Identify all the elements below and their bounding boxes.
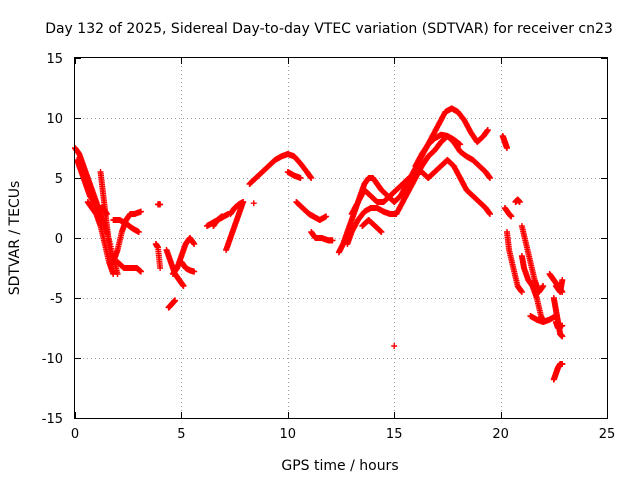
data-point [329, 237, 336, 244]
y-axis-label: SDTVAR / TECUs [7, 181, 23, 296]
data-point [297, 175, 304, 181]
x-axis-label: GPS time / hours [281, 458, 398, 474]
plot-frame [74, 57, 608, 419]
y-tick-label: 5 [55, 172, 63, 187]
y-tick-label: -10 [42, 352, 63, 367]
data-point [486, 175, 493, 181]
grid [75, 58, 607, 418]
data-point [180, 283, 187, 289]
data-point [250, 200, 257, 207]
data-point [559, 322, 566, 329]
data-point [486, 211, 493, 217]
x-tick-label: 0 [71, 427, 79, 442]
data-point [323, 213, 330, 220]
x-tick-label: 5 [177, 427, 185, 442]
chart-title: Day 132 of 2025, Sidereal Day-to-day VTE… [45, 21, 613, 37]
data-point [137, 208, 144, 215]
data-point [157, 265, 164, 271]
x-tick-label: 20 [492, 427, 509, 442]
y-tick-label: 10 [46, 112, 63, 127]
data-point [516, 199, 523, 205]
x-tick-label: 15 [386, 427, 403, 442]
data-point [503, 145, 510, 151]
y-tick-label: -5 [50, 292, 63, 307]
data-point [559, 277, 566, 283]
data-point [484, 127, 491, 133]
x-tick-label: 10 [280, 427, 297, 442]
y-tick-label: -15 [42, 412, 63, 427]
y-tick-label: 0 [55, 232, 63, 247]
data-point [308, 175, 315, 181]
data-point [559, 361, 566, 367]
data-point [240, 199, 247, 205]
data-point [110, 271, 117, 277]
data-point [191, 268, 198, 275]
data-point [508, 213, 515, 220]
data-point [191, 241, 198, 247]
data-point [157, 201, 164, 208]
x-tick-label: 25 [599, 427, 616, 442]
data-point [218, 213, 225, 220]
data-point [540, 283, 547, 289]
data-point [559, 333, 566, 340]
data-point [378, 229, 385, 235]
data-point [518, 289, 525, 295]
data-point [172, 297, 179, 304]
axis-ticks: 0 5 10 15 20 25 -15 -10 -5 0 5 10 15 [42, 52, 616, 442]
data-point [457, 141, 464, 148]
data-point [137, 268, 144, 275]
data-point [391, 343, 398, 349]
y-tick-label: 15 [46, 52, 63, 67]
data-points [72, 105, 566, 383]
data-point [135, 229, 142, 235]
